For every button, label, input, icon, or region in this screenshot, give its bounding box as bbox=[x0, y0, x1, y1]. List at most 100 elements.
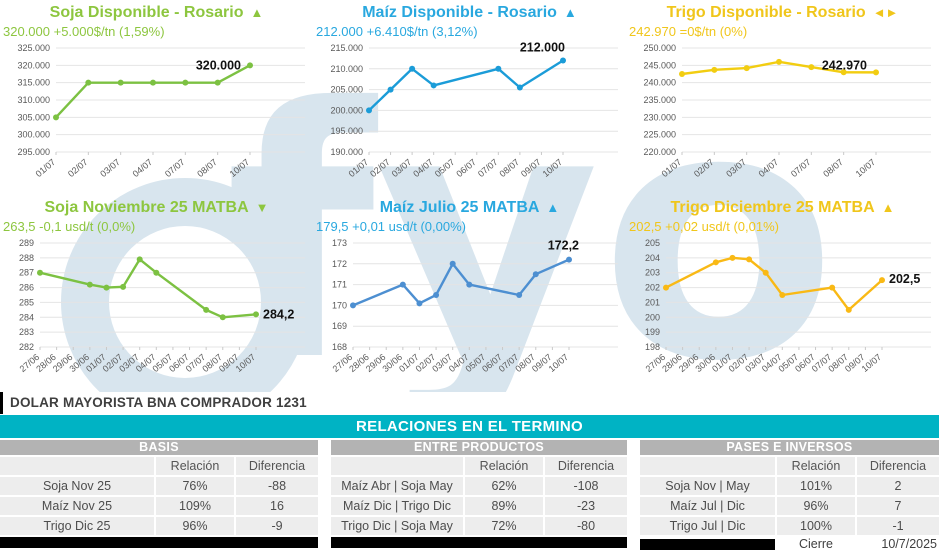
table-basis: BASIS Relación Diferencia Soja Nov 25 76… bbox=[0, 440, 318, 551]
svg-text:195.000: 195.000 bbox=[330, 126, 363, 136]
chart-panel-trigo-diciembre: Trigo Diciembre 25 MATBA ▲ 202,5 +0,02 u… bbox=[626, 195, 939, 390]
diferencia-value: -23 bbox=[545, 497, 627, 515]
chart-title: Soja Noviembre 25 MATBA ▼ bbox=[0, 198, 313, 218]
chart-title: Soja Disponible - Rosario ▲ bbox=[0, 3, 313, 23]
svg-text:171: 171 bbox=[332, 280, 347, 290]
chart-subtitle: 212.000 +6.410$/tn (3,12%) bbox=[316, 24, 478, 39]
chart-title-text: Soja Disponible - Rosario bbox=[49, 4, 244, 21]
svg-text:01/07: 01/07 bbox=[347, 157, 371, 179]
section-header-pases-inversos: PASES E INVERSOS bbox=[640, 440, 939, 455]
empty-header-cell bbox=[331, 457, 463, 475]
svg-text:288: 288 bbox=[19, 253, 34, 263]
svg-text:10/07: 10/07 bbox=[228, 157, 252, 179]
column-header-relacion: Relación bbox=[156, 457, 234, 475]
svg-text:200.000: 200.000 bbox=[330, 105, 363, 115]
svg-text:210.000: 210.000 bbox=[330, 64, 363, 74]
svg-text:202,5: 202,5 bbox=[889, 272, 920, 286]
svg-text:203: 203 bbox=[645, 268, 660, 278]
svg-text:205: 205 bbox=[645, 238, 660, 248]
table-footer bbox=[331, 537, 627, 551]
diferencia-value: 16 bbox=[236, 497, 318, 515]
svg-text:289: 289 bbox=[19, 238, 34, 248]
relacion-value: 62% bbox=[465, 477, 543, 495]
svg-text:10/07: 10/07 bbox=[234, 352, 258, 374]
svg-text:235.000: 235.000 bbox=[643, 95, 676, 105]
svg-text:212.000: 212.000 bbox=[520, 40, 565, 54]
svg-text:295.000: 295.000 bbox=[17, 147, 50, 157]
chart-panel-soja-noviembre: Soja Noviembre 25 MATBA ▼ 263,5 -0,1 usd… bbox=[0, 195, 313, 390]
chart-title-text: Trigo Disponible - Rosario bbox=[666, 4, 866, 21]
relations-tables: BASIS Relación Diferencia Soja Nov 25 76… bbox=[0, 440, 939, 551]
diferencia-value: -80 bbox=[545, 517, 627, 535]
empty-header-cell bbox=[640, 457, 775, 475]
chart-panel-maiz-julio: Maíz Julio 25 MATBA ▲ 179,5 +0,01 usd/t … bbox=[313, 195, 626, 390]
cierre-date: 10/7/2025 bbox=[881, 537, 937, 551]
table-footer bbox=[0, 537, 318, 551]
chart-title: Trigo Diciembre 25 MATBA ▲ bbox=[626, 198, 939, 218]
svg-text:172: 172 bbox=[332, 259, 347, 269]
relations-banner: RELACIONES EN EL TERMINO bbox=[0, 415, 939, 438]
svg-text:07/07: 07/07 bbox=[789, 157, 813, 179]
diferencia-value: -9 bbox=[236, 517, 318, 535]
relacion-value: 89% bbox=[465, 497, 543, 515]
chart-subtitle: 320.000 +5.000$/tn (1,59%) bbox=[3, 24, 165, 39]
chart-title-text: Maíz Disponible - Rosario bbox=[362, 4, 557, 21]
svg-text:204: 204 bbox=[645, 253, 660, 263]
table-pases-inversos: PASES E INVERSOS Relación Diferencia Soj… bbox=[640, 440, 939, 551]
chart-panel-soja-disponible: Soja Disponible - Rosario ▲ 320.000 +5.0… bbox=[0, 0, 313, 195]
svg-text:08/07: 08/07 bbox=[195, 157, 219, 179]
trend-up-icon: ▲ bbox=[881, 200, 895, 215]
relacion-value: 72% bbox=[465, 517, 543, 535]
line-chart-trigo-diciembre: 19819920020120220320420527/0628/0629/063… bbox=[644, 238, 931, 374]
svg-text:03/07: 03/07 bbox=[724, 157, 748, 179]
svg-text:199: 199 bbox=[645, 327, 660, 337]
svg-text:03/07: 03/07 bbox=[98, 157, 122, 179]
charts-grid: Soja Disponible - Rosario ▲ 320.000 +5.0… bbox=[0, 0, 939, 390]
line-chart-soja-disponible: 295.000 300.000 305.000 310.000 315.000 320.0… bbox=[17, 43, 305, 179]
line-chart-soja-noviembre: 28228328428528628728828927/0628/0629/063… bbox=[18, 238, 305, 374]
svg-text:169: 169 bbox=[332, 321, 347, 331]
relacion-value: 96% bbox=[156, 517, 234, 535]
row-label: Maíz Jul | Dic bbox=[640, 497, 775, 515]
svg-text:02/07: 02/07 bbox=[368, 157, 392, 179]
svg-text:03/07: 03/07 bbox=[390, 157, 414, 179]
chart-title-text: Trigo Diciembre 25 MATBA bbox=[670, 199, 875, 216]
svg-text:06/07: 06/07 bbox=[454, 157, 478, 179]
svg-text:02/07: 02/07 bbox=[692, 157, 716, 179]
table-row: Maíz Nov 25 109% 16 bbox=[0, 497, 318, 515]
table-row: Trigo Dic 25 96% -9 bbox=[0, 517, 318, 535]
column-header-relacion: Relación bbox=[465, 457, 543, 475]
relacion-value: 109% bbox=[156, 497, 234, 515]
black-bar bbox=[331, 537, 627, 548]
row-label: Maíz Abr | Soja May bbox=[331, 477, 463, 495]
svg-text:10/07: 10/07 bbox=[854, 157, 878, 179]
row-label: Maíz Dic | Trigo Dic bbox=[331, 497, 463, 515]
column-header-diferencia: Diferencia bbox=[857, 457, 939, 475]
chart-subtitle: 179,5 +0,01 usd/t (0,00%) bbox=[316, 219, 466, 234]
black-bar bbox=[0, 537, 318, 548]
section-header-basis: BASIS bbox=[0, 440, 318, 455]
svg-text:190.000: 190.000 bbox=[330, 147, 363, 157]
relacion-value: 101% bbox=[777, 477, 855, 495]
svg-text:286: 286 bbox=[19, 283, 34, 293]
svg-text:284,2: 284,2 bbox=[263, 307, 294, 321]
table-row: Maíz Dic | Trigo Dic 89% -23 bbox=[331, 497, 627, 515]
svg-text:07/07: 07/07 bbox=[163, 157, 187, 179]
row-label: Soja Nov 25 bbox=[0, 477, 154, 495]
svg-text:07/07: 07/07 bbox=[476, 157, 500, 179]
column-header-diferencia: Diferencia bbox=[236, 457, 318, 475]
svg-text:245.000: 245.000 bbox=[643, 60, 676, 70]
section-header-entre-productos: ENTRE PRODUCTOS bbox=[331, 440, 627, 455]
row-label: Soja Nov | May bbox=[640, 477, 775, 495]
svg-text:310.000: 310.000 bbox=[17, 95, 50, 105]
table-row: Soja Nov | May 101% 2 bbox=[640, 477, 939, 495]
row-label: Maíz Nov 25 bbox=[0, 497, 154, 515]
table-row: Maíz Abr | Soja May 62% -108 bbox=[331, 477, 627, 495]
svg-text:305.000: 305.000 bbox=[17, 112, 50, 122]
trend-flat-icon: ◄► bbox=[872, 5, 899, 20]
chart-title: Trigo Disponible - Rosario ◄► bbox=[626, 3, 939, 23]
svg-text:283: 283 bbox=[19, 327, 34, 337]
table-header-row: Relación Diferencia bbox=[331, 457, 627, 475]
svg-text:05/07: 05/07 bbox=[433, 157, 457, 179]
